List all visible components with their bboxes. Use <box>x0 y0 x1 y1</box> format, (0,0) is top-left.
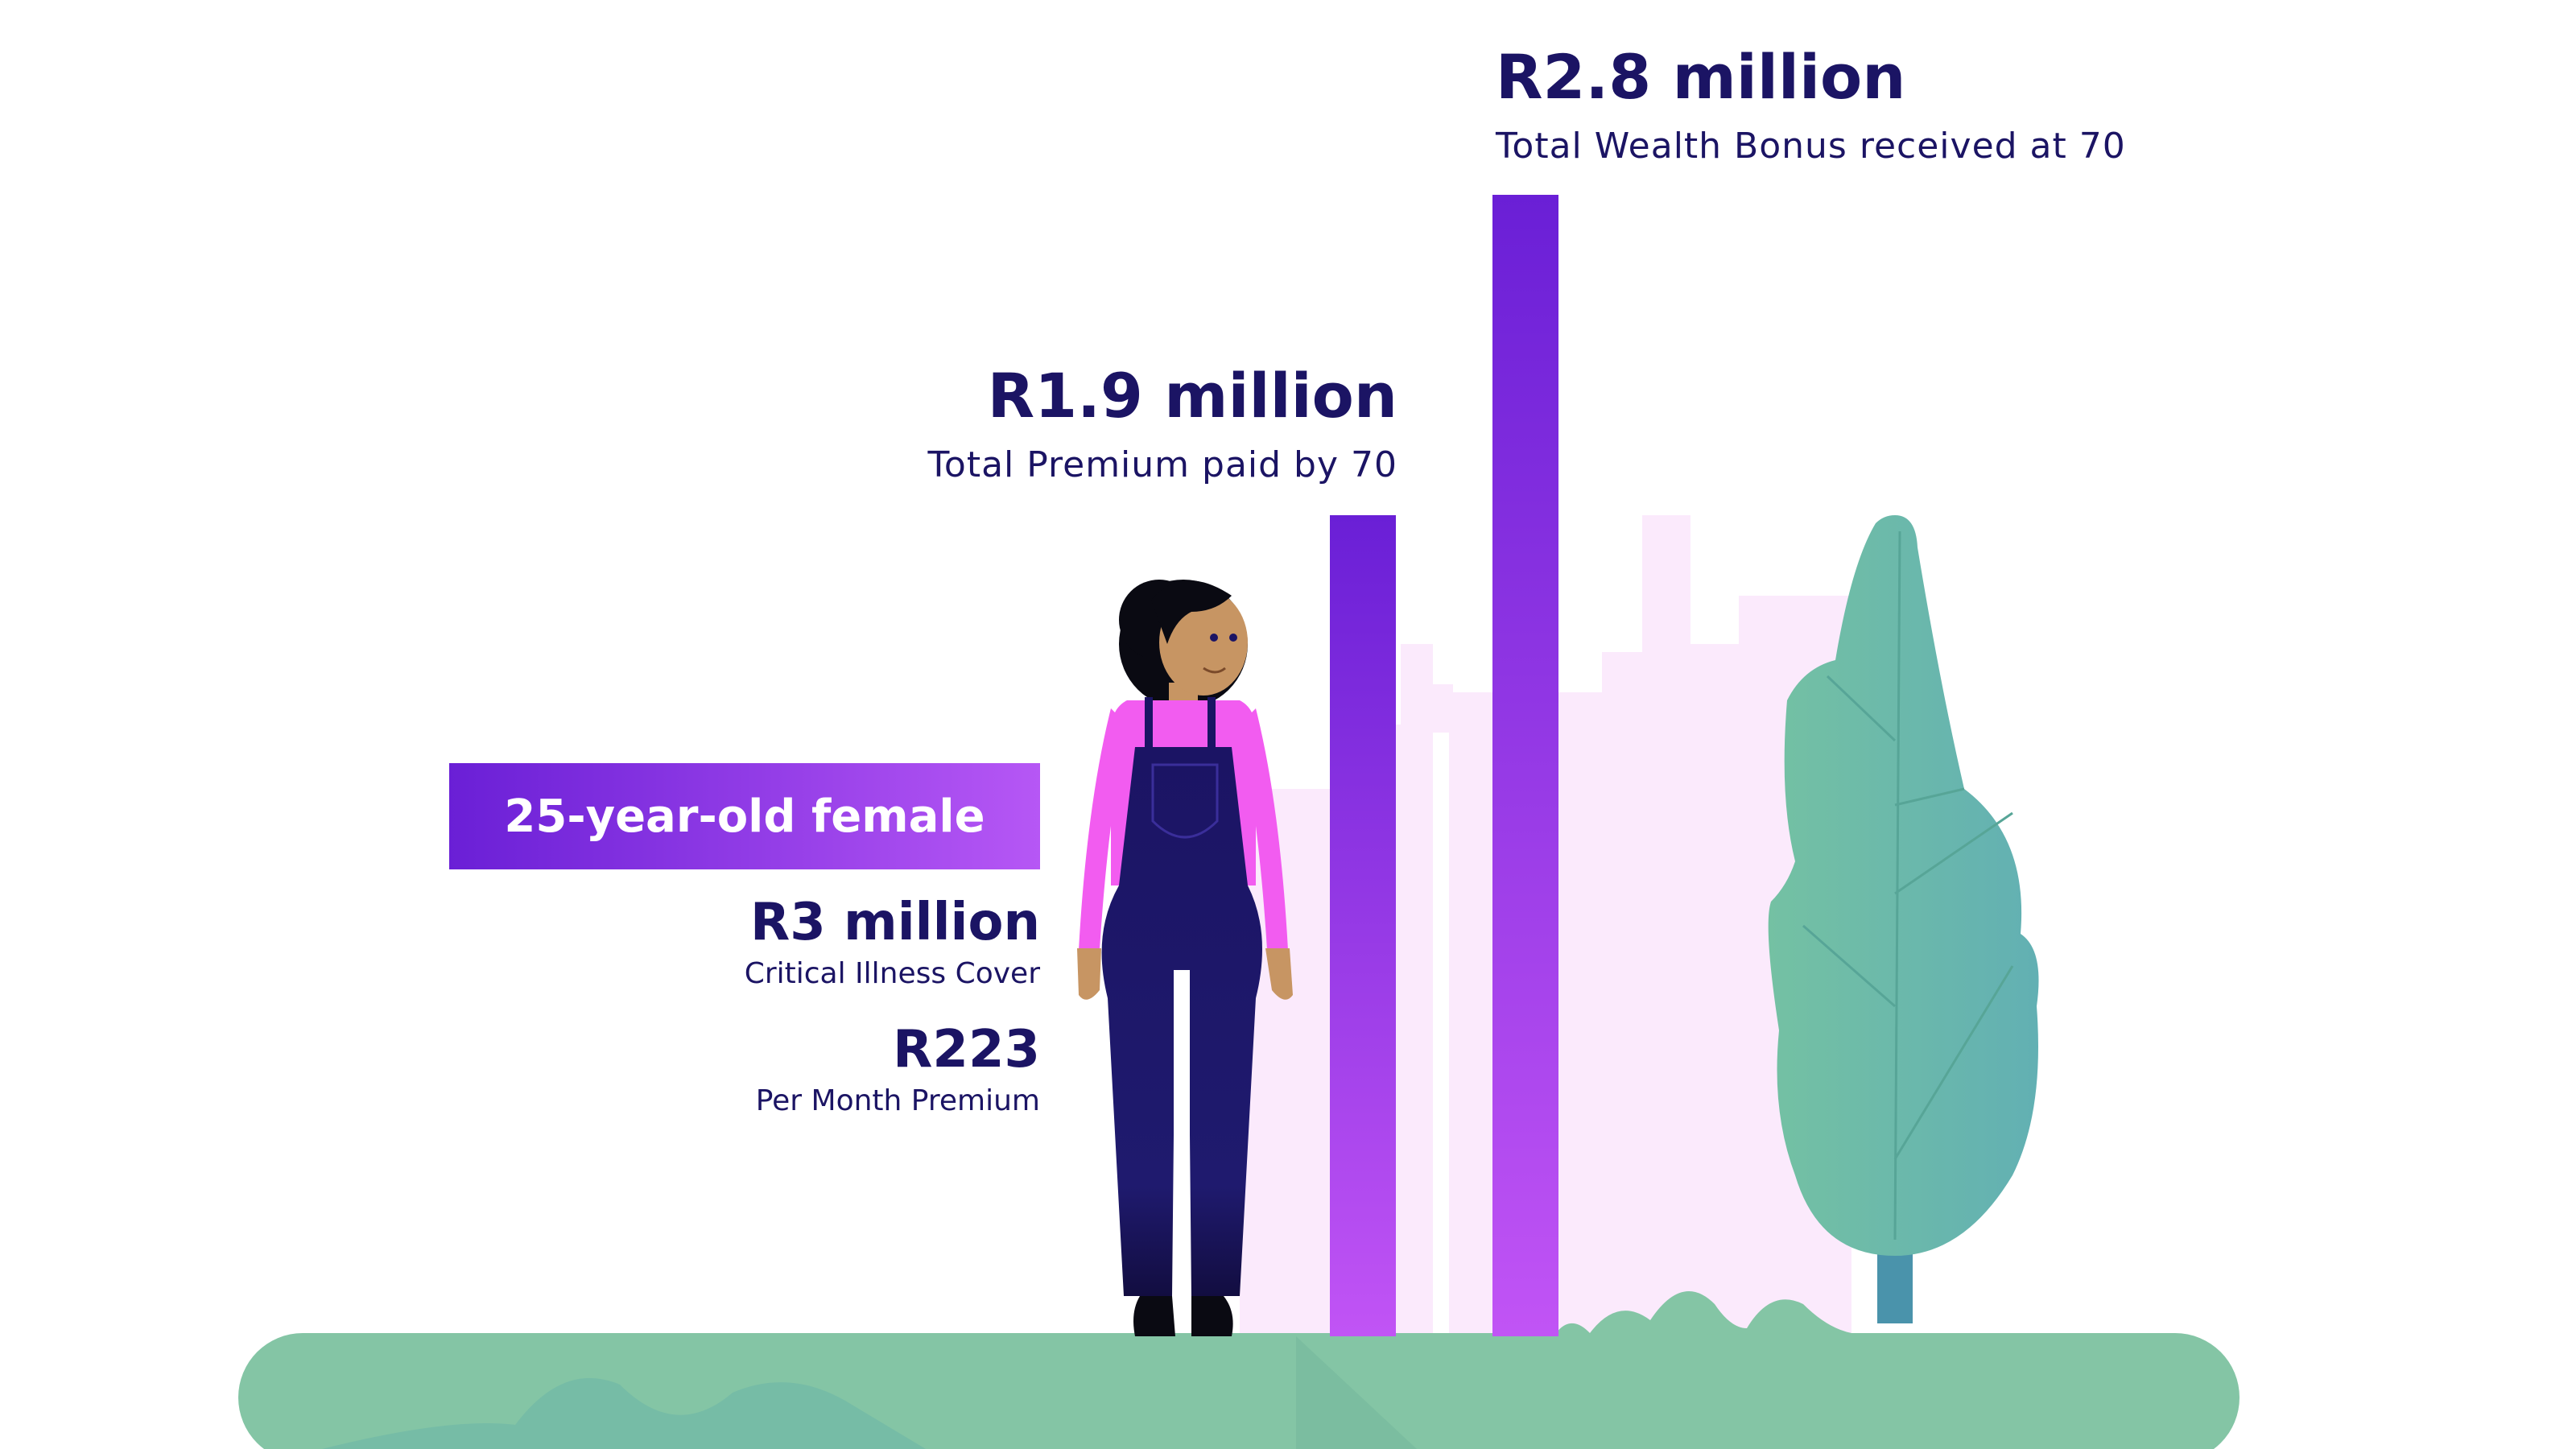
cover-value: R3 million <box>749 893 1040 952</box>
premium-total-value: R1.9 million <box>987 360 1397 431</box>
ground-hill-illustration <box>238 1291 2240 1449</box>
monthly-premium-value: R223 <box>893 1020 1040 1080</box>
premium-total-caption: Total Premium paid by 70 <box>927 444 1397 485</box>
monthly-premium-label: Per Month Premium <box>755 1084 1040 1117</box>
profile-banner: 25-year-old female <box>449 763 1040 869</box>
premium-bar <box>1330 515 1396 1336</box>
woman-in-overalls-illustration <box>1077 580 1293 1336</box>
bonus-caption: Total Wealth Bonus received at 70 <box>1496 126 2126 167</box>
cover-label: Critical Illness Cover <box>744 957 1040 990</box>
bonus-value: R2.8 million <box>1496 41 1906 113</box>
tree-illustration <box>1768 515 2039 1323</box>
bonus-bar <box>1492 195 1558 1336</box>
